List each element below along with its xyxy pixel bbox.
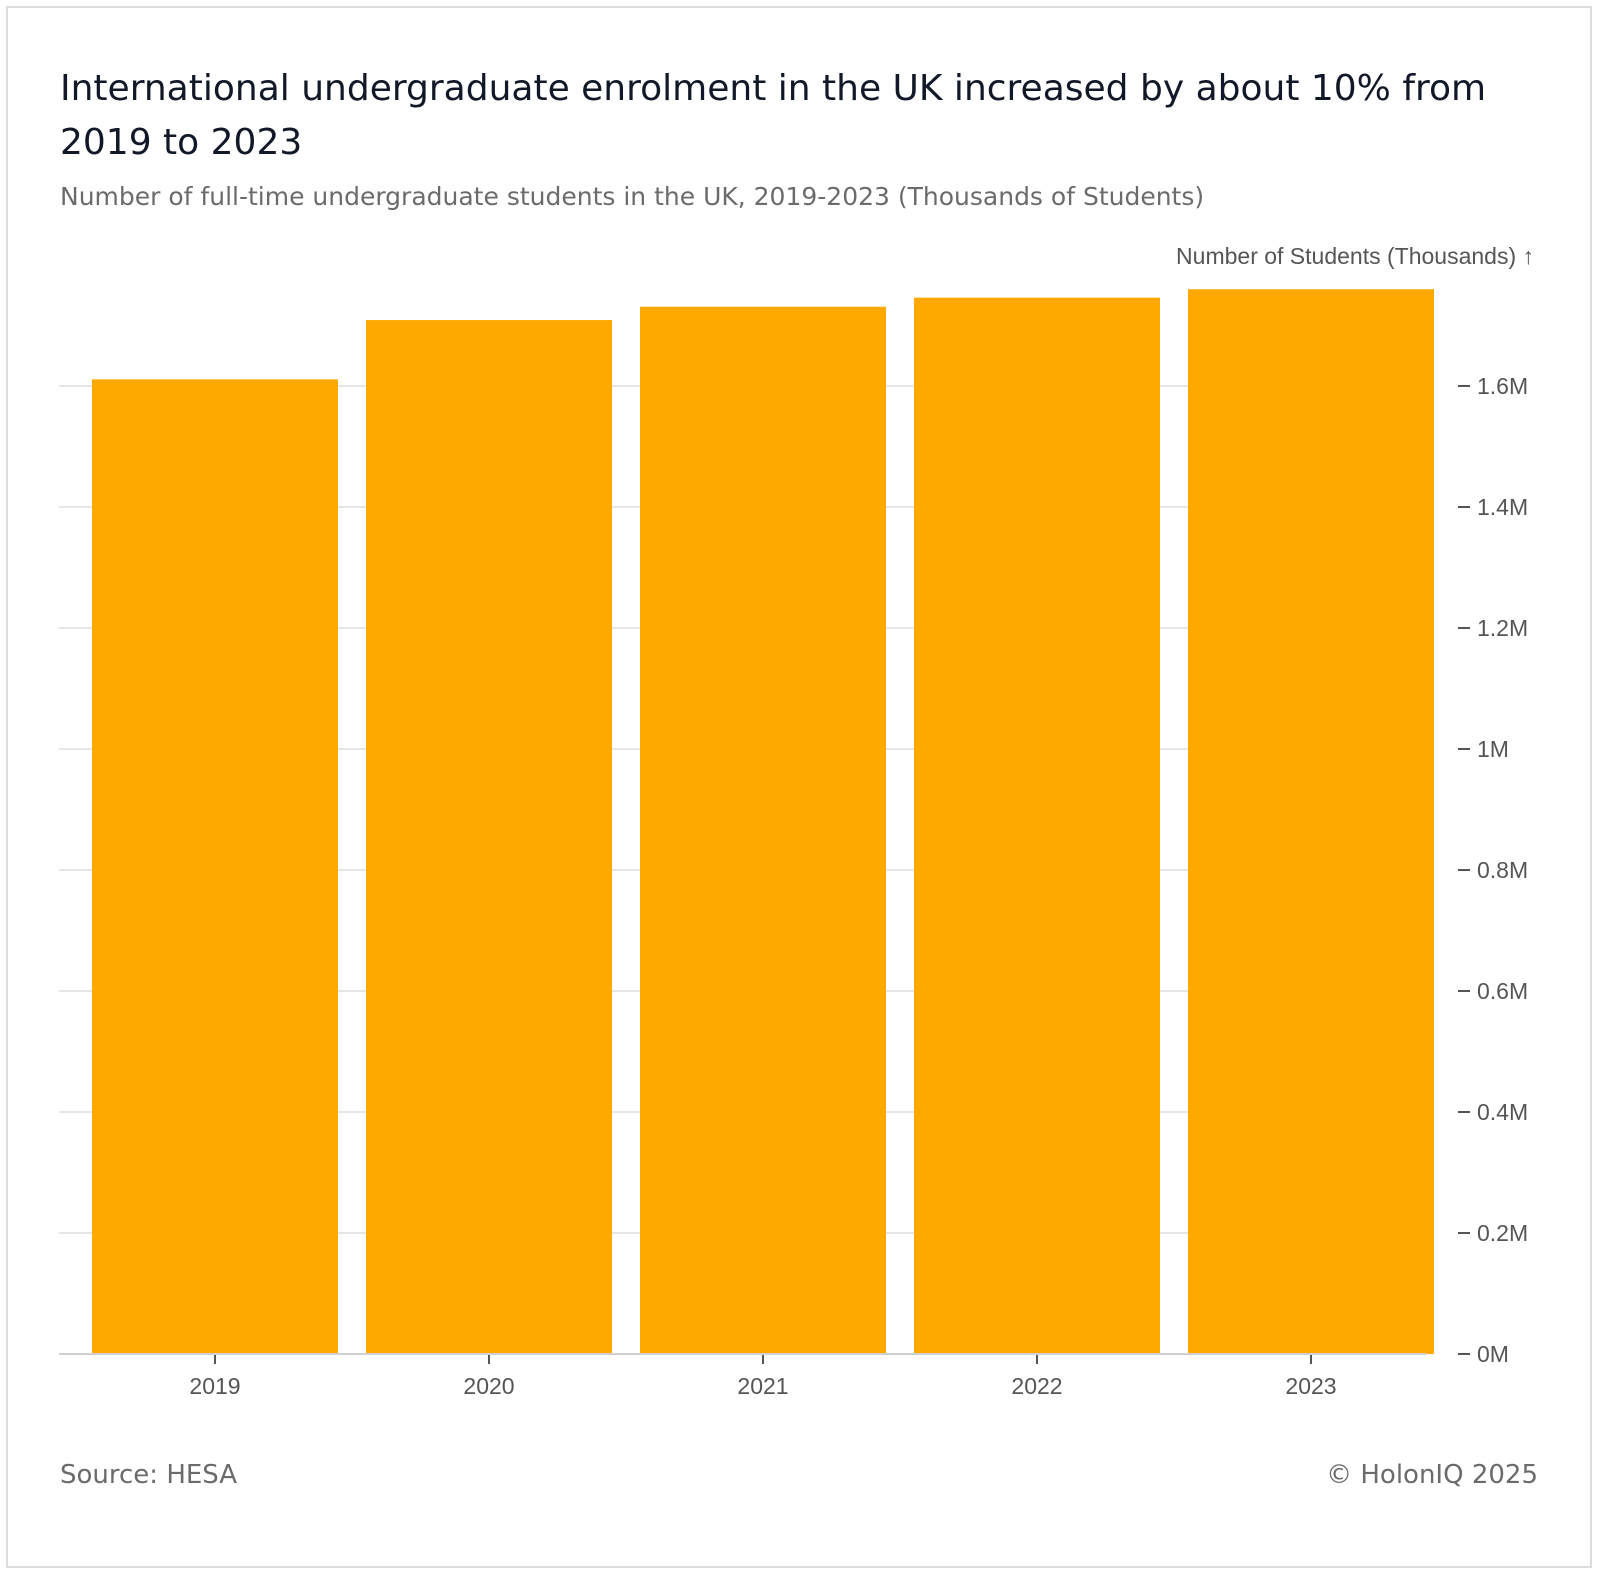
y-tick-label: 0M: [1477, 1341, 1509, 1367]
y-tick-label: 0.2M: [1477, 1220, 1528, 1246]
y-axis: 0M 0.2M 0.4M 0.6M 0.8M 1M 1.2M 1.4M 1.6M: [1458, 373, 1528, 1367]
y-tick-label: 0.6M: [1477, 978, 1528, 1004]
bar-2023: [1188, 289, 1434, 1355]
x-axis: 2019 2020 2021 2022 2023: [59, 1353, 1426, 1399]
y-axis-title: Number of Students (Thousands) ↑: [1176, 243, 1534, 269]
y-tick-label: 1.4M: [1477, 494, 1528, 520]
x-tick-label: 2022: [1011, 1373, 1062, 1399]
bar-2020: [366, 320, 612, 1355]
bars: [92, 289, 1434, 1355]
x-tick-label: 2023: [1285, 1373, 1336, 1399]
y-tick-label: 0.8M: [1477, 857, 1528, 883]
copyright-note: © HolonIQ 2025: [1326, 1460, 1538, 1490]
y-tick-label: 1.6M: [1477, 373, 1528, 399]
source-note: Source: HESA: [60, 1460, 238, 1490]
y-tick-label: 1M: [1477, 736, 1509, 762]
y-tick-label: 0.4M: [1477, 1099, 1528, 1125]
x-tick-label: 2020: [463, 1373, 514, 1399]
chart-subtitle: Number of full-time undergraduate studen…: [60, 182, 1205, 211]
chart-title: International undergraduate enrolment in…: [60, 68, 1487, 163]
x-tick-label: 2019: [189, 1373, 240, 1399]
bar-2019: [92, 379, 338, 1355]
bar-2022: [914, 297, 1160, 1354]
y-tick-label: 1.2M: [1477, 615, 1528, 641]
x-tick-label: 2021: [737, 1373, 788, 1399]
bar-2021: [640, 306, 886, 1354]
